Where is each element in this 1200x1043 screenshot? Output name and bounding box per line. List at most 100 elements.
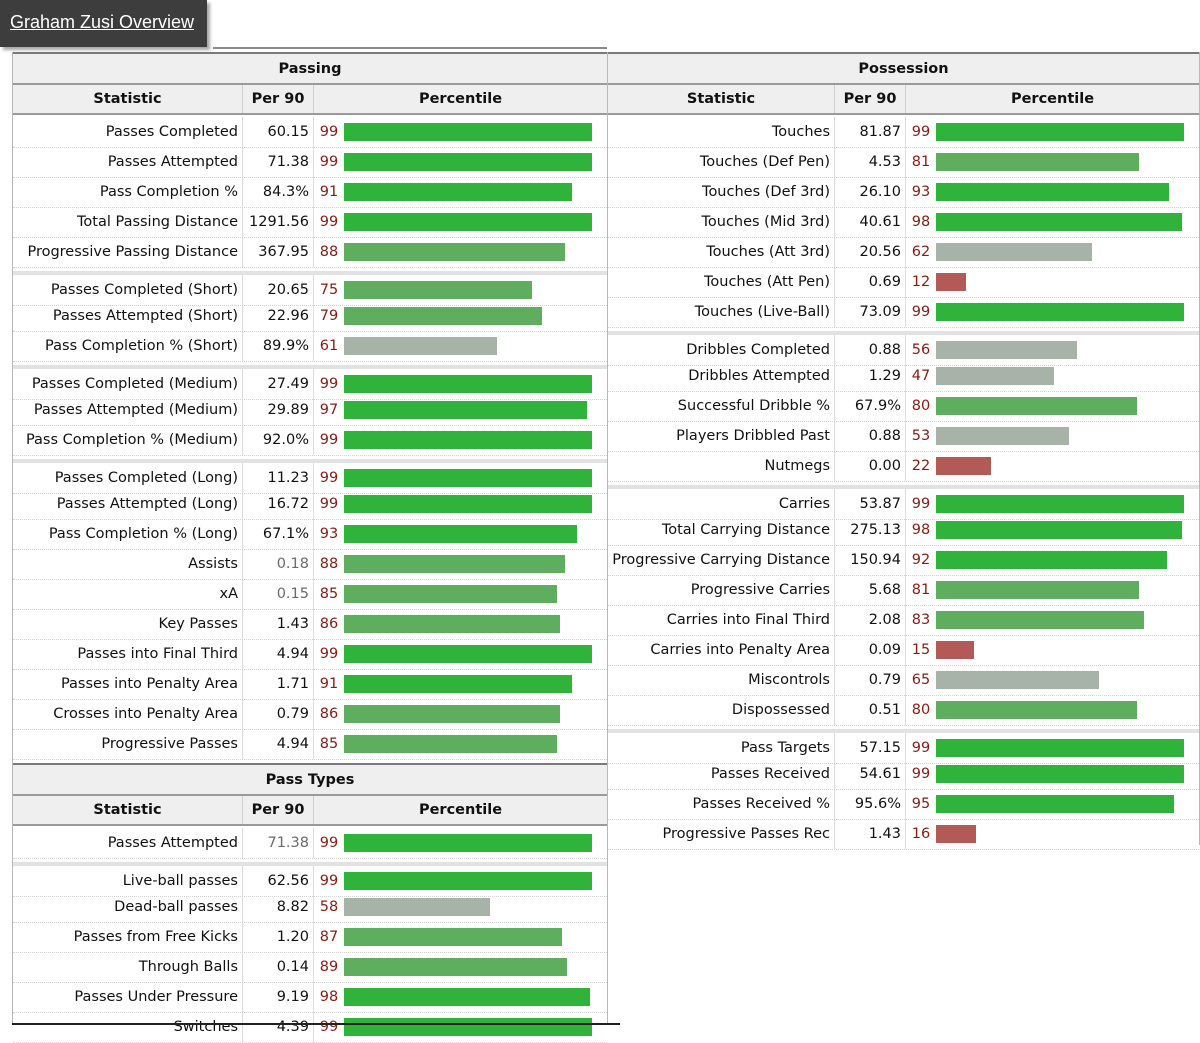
stat-name: Successful Dribble % (608, 391, 835, 421)
stat-per90-value: 2.08 (835, 605, 906, 635)
stat-name: Switches (13, 1012, 243, 1042)
stat-name: Passes Attempted (Short) (13, 301, 243, 331)
stat-percentile-value: 79 (319, 308, 339, 324)
stat-per90-value: 20.65 (243, 275, 314, 305)
percentile-column-header[interactable]: Percentile (1010, 91, 1095, 107)
stat-percentile-value: 75 (319, 282, 339, 298)
percentile-bar-track (344, 177, 607, 207)
stat-percentile-value: 95 (911, 796, 931, 812)
stat-row: Dribbles Completed 0.88 56 (608, 331, 1199, 366)
passing-panel: Passing Statistic Per 90 Percentile Passes C… (12, 52, 608, 1043)
stat-per90-value: 0.14 (243, 952, 314, 982)
stat-name: Touches (Def 3rd) (608, 177, 835, 207)
statistic-column-header[interactable]: Statistic (13, 796, 243, 824)
stat-percentile-value: 91 (319, 184, 339, 200)
overview-title-link[interactable]: Graham Zusi Overview (10, 12, 195, 32)
stat-per90-value: 40.61 (835, 207, 906, 237)
stat-per90-value: 0.79 (835, 665, 906, 695)
stat-per90-value: 0.15 (243, 579, 314, 609)
stat-name: Progressive Passes (13, 729, 243, 759)
per90-column-header[interactable]: Per 90 (243, 85, 314, 113)
stat-name: Pass Completion % (Long) (13, 519, 243, 549)
stat-percentile-value: 61 (319, 338, 339, 354)
statistic-column-header[interactable]: Statistic (608, 85, 835, 113)
stat-row: Passes Completed 60.15 99 (13, 117, 607, 148)
stat-row: Crosses into Penalty Area 0.79 86 (13, 699, 607, 730)
stat-row: Carries into Final Third 2.08 83 (608, 605, 1199, 636)
stat-name: Passes Received % (608, 789, 835, 819)
stat-name: Dispossessed (608, 695, 835, 725)
percentile-bar-track (344, 669, 607, 699)
per90-column-header[interactable]: Per 90 (243, 796, 314, 824)
per90-column-header[interactable]: Per 90 (835, 85, 906, 113)
percentile-bar-track (344, 237, 607, 267)
stat-name: Touches (Def Pen) (608, 147, 835, 177)
stat-per90-value: 20.56 (835, 237, 906, 267)
stat-per90-value: 0.18 (243, 549, 314, 579)
percentile-bar-track (936, 819, 1199, 849)
percentile-bar (344, 928, 562, 946)
stat-per90-value: 71.38 (243, 147, 314, 177)
stat-name: Passes into Final Third (13, 639, 243, 669)
stat-percentile-value: 97 (319, 402, 339, 418)
percentile-bar (344, 615, 560, 633)
stat-row: Touches (Mid 3rd) 40.61 98 (608, 207, 1199, 238)
stat-name: Total Carrying Distance (608, 515, 835, 545)
stat-row: Touches (Live-Ball) 73.09 99 (608, 297, 1199, 328)
percentile-bar-track (344, 982, 607, 1012)
stat-row: Passes Attempted (Medium) 29.89 97 (13, 395, 607, 426)
stat-name: Live-ball passes (13, 866, 243, 896)
percentile-bar-track (344, 425, 607, 455)
percentile-column-header[interactable]: Percentile (418, 802, 503, 818)
stat-name: Progressive Carries (608, 575, 835, 605)
percentile-bar-track (344, 1012, 607, 1042)
stat-row: Touches (Def 3rd) 26.10 93 (608, 177, 1199, 208)
stat-percentile-value: 98 (319, 989, 339, 1005)
stat-row: Progressive Carrying Distance 150.94 92 (608, 545, 1199, 576)
stat-percentile-value: 99 (911, 496, 931, 512)
stat-row: Total Carrying Distance 275.13 98 (608, 515, 1199, 546)
percentile-bar-track (936, 335, 1199, 365)
stat-row: Through Balls 0.14 89 (13, 952, 607, 983)
stat-name: Passes Attempted (Medium) (13, 395, 243, 425)
stat-name: Assists (13, 549, 243, 579)
percentile-bar-track (936, 759, 1199, 789)
stat-percentile-value: 93 (319, 526, 339, 542)
percentile-bar (936, 521, 1182, 539)
percentile-bar (344, 153, 592, 171)
stat-row: Passes Received 54.61 99 (608, 759, 1199, 790)
stat-name: Passes Completed (13, 117, 243, 147)
stat-row: Dribbles Attempted 1.29 47 (608, 361, 1199, 392)
statistic-column-header[interactable]: Statistic (13, 85, 243, 113)
stat-per90-value: 84.3% (243, 177, 314, 207)
percentile-bar-track (344, 369, 607, 399)
percentile-bar (344, 213, 592, 231)
percentile-bar-track (344, 866, 607, 896)
percentile-column-header[interactable]: Percentile (418, 91, 503, 107)
stat-row: Progressive Carries 5.68 81 (608, 575, 1199, 606)
stat-percentile-value: 81 (911, 154, 931, 170)
percentile-bar (344, 834, 592, 852)
stat-name: Passes into Penalty Area (13, 669, 243, 699)
stat-name: Nutmegs (608, 451, 835, 481)
percentile-bar-track (936, 391, 1199, 421)
percentile-bar-track (344, 117, 607, 147)
stat-percentile-value: 93 (911, 184, 931, 200)
percentile-bar-track (344, 922, 607, 952)
stat-percentile-value: 58 (319, 899, 339, 915)
percentile-bar (936, 671, 1099, 689)
stat-per90-value: 27.49 (243, 369, 314, 399)
percentile-bar (936, 551, 1167, 569)
stat-per90-value: 5.68 (835, 575, 906, 605)
stat-name: Pass Completion % (13, 177, 243, 207)
percentile-bar-track (936, 695, 1199, 725)
stat-row: Progressive Passing Distance 367.95 88 (13, 237, 607, 268)
stat-percentile-value: 91 (319, 676, 339, 692)
percentile-bar (344, 1018, 592, 1036)
stat-per90-value: 62.56 (243, 866, 314, 896)
stat-row: Passes from Free Kicks 1.20 87 (13, 922, 607, 953)
stat-row: Passes into Penalty Area 1.71 91 (13, 669, 607, 700)
percentile-bar-track (344, 147, 607, 177)
percentile-bar-track (936, 207, 1199, 237)
stat-name: Pass Targets (608, 733, 835, 763)
